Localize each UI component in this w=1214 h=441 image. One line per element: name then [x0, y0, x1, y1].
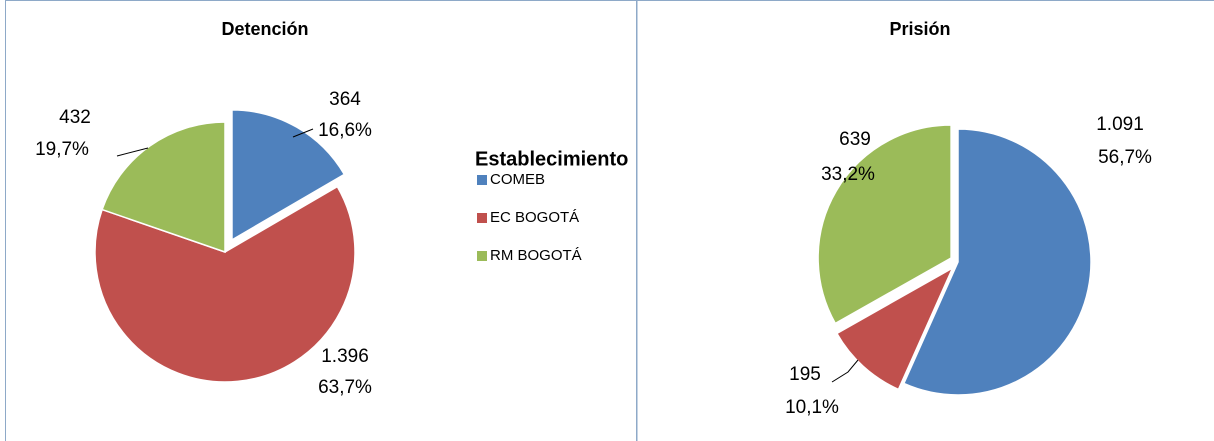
pie-slice: [94, 185, 356, 383]
legend-title: Establecimiento: [475, 148, 628, 170]
percentage-label: 16,6%: [318, 120, 372, 141]
value-label: 195: [789, 364, 821, 385]
percentage-label: 10,1%: [785, 397, 839, 418]
value-label: 1.091: [1096, 114, 1144, 135]
value-label: 639: [839, 129, 871, 150]
value-label: 364: [329, 89, 361, 110]
pie-slice: [817, 124, 952, 325]
legend-swatch: [477, 251, 487, 261]
legend-label: RM BOGOTÁ: [490, 247, 582, 264]
leader-line: [116, 147, 149, 157]
pie-slice: [835, 266, 955, 391]
percentage-label: 33,2%: [821, 164, 875, 185]
chart-title: Prisión: [889, 19, 950, 39]
legend-swatch: [477, 175, 487, 185]
legend-swatch: [477, 213, 487, 223]
pie-slice: [101, 121, 226, 254]
leader-line: [831, 359, 859, 383]
percentage-label: 63,7%: [318, 377, 372, 398]
percentage-label: 19,7%: [35, 139, 89, 160]
value-label: 432: [59, 107, 91, 128]
pie-slice: [231, 109, 346, 242]
legend-label: COMEB: [490, 171, 545, 188]
percentage-label: 56,7%: [1098, 147, 1152, 168]
value-label: 1.396: [321, 346, 369, 367]
leader-line: [292, 128, 314, 138]
pie-slice: [902, 128, 1092, 396]
legend-label: EC BOGOTÁ: [490, 209, 579, 226]
chart-title: Detención: [221, 19, 308, 39]
